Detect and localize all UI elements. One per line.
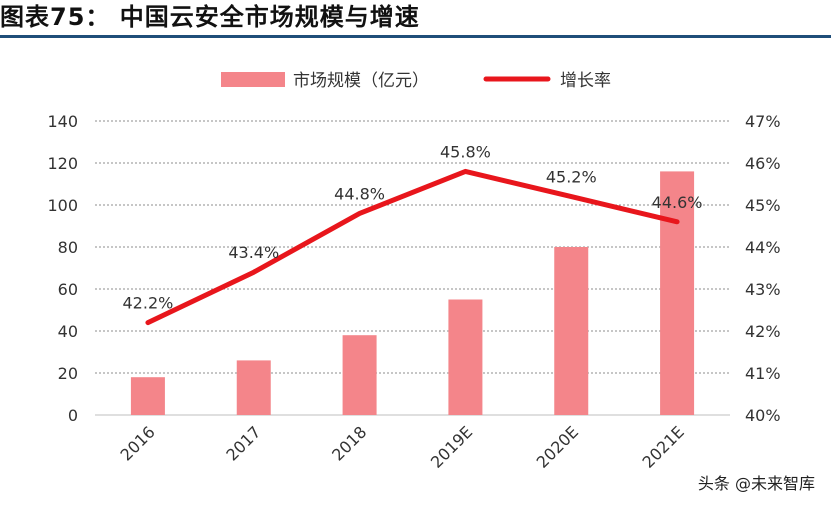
growth-rate-line (145, 168, 680, 326)
bar-2016 (130, 377, 165, 415)
y-left-tick-label: 120 (47, 154, 78, 173)
growth-rate-label: 45.2% (546, 168, 597, 187)
growth-rate-label: 44.8% (334, 184, 385, 203)
y-right-tick-label: 41% (745, 364, 781, 383)
x-tick-label: 2019E (427, 422, 476, 471)
legend-line-label: 增长率 (560, 71, 611, 91)
y-left-tick-label: 100 (47, 196, 78, 215)
y-left-tick-label: 60 (58, 280, 78, 299)
growth-rate-label: 42.2% (123, 294, 174, 313)
title-bar: 图表75： 中国云安全市场规模与增速 (0, 0, 831, 38)
legend-bar-label: 市场规模（亿元） (293, 71, 429, 91)
x-tick-label: 2018 (328, 422, 370, 464)
x-tick-label: 2016 (117, 422, 159, 464)
legend-bar-swatch (221, 72, 285, 87)
watermark-text: 头条 @未来智库 (697, 474, 815, 493)
y-left-tick-label: 20 (58, 364, 78, 383)
y-right-tick-label: 45% (745, 196, 781, 215)
y-left-tick-label: 0 (68, 406, 78, 425)
y-right-tick-label: 43% (745, 280, 781, 299)
y-right-tick-label: 44% (745, 238, 781, 257)
growth-rate-label: 44.6% (652, 193, 703, 212)
y-right-tick-label: 46% (745, 154, 781, 173)
x-tick-label: 2020E (533, 422, 582, 471)
bar-2019e (448, 299, 483, 415)
y-right-tick-label: 40% (745, 406, 781, 425)
growth-rate-label: 45.8% (440, 142, 491, 161)
bar-2020e (554, 247, 589, 415)
x-tick-label: 2017 (222, 422, 264, 464)
bar-2021e (660, 171, 695, 415)
bar-2017 (236, 360, 271, 415)
y-right-tick-label: 42% (745, 322, 781, 341)
y-left-tick-label: 80 (58, 238, 78, 257)
y-left-tick-label: 140 (47, 112, 78, 131)
x-tick-label: 2021E (639, 422, 688, 471)
bar-2018 (342, 335, 377, 415)
y-left-tick-label: 40 (58, 322, 78, 341)
figure-title: 图表75： 中国云安全市场规模与增速 (0, 3, 420, 31)
y-right-tick-label: 47% (745, 112, 781, 131)
growth-rate-label: 43.4% (228, 243, 279, 262)
